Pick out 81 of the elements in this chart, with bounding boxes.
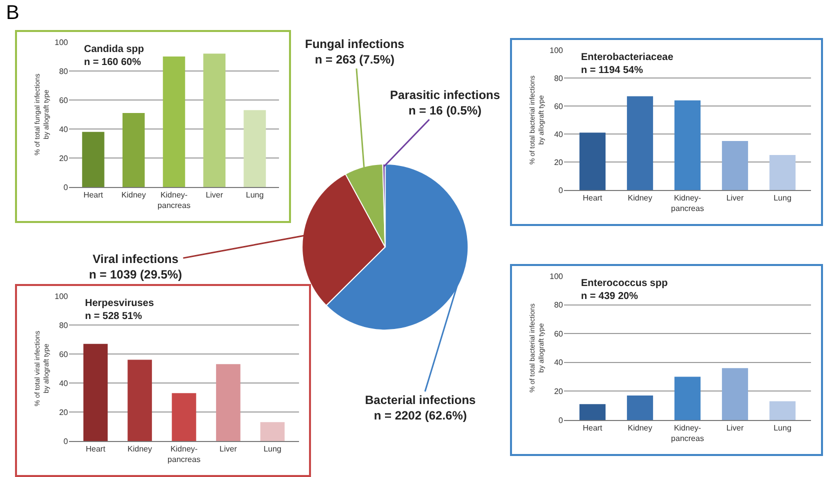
bar bbox=[260, 422, 285, 441]
bar bbox=[172, 393, 196, 441]
slice-label: Parasitic infections bbox=[390, 88, 500, 102]
y-tick-label: 20 bbox=[59, 408, 69, 417]
y-tick-label: 100 bbox=[550, 272, 564, 281]
x-tick-label: Liver bbox=[726, 424, 744, 433]
bar bbox=[722, 368, 748, 420]
x-tick-label: Kidney bbox=[121, 190, 146, 200]
data-label: n = 2202 (62.6%) bbox=[374, 408, 467, 423]
data-label: n = 1039 (29.5%) bbox=[89, 268, 182, 282]
slice-label: Viral infections bbox=[92, 252, 179, 266]
x-tick-label: Lung bbox=[774, 424, 792, 433]
y-tick-label: 60 bbox=[554, 329, 564, 338]
x-tick-label: Kidney bbox=[628, 194, 652, 203]
x-tick-label: Heart bbox=[83, 190, 104, 200]
y-tick-label: 40 bbox=[59, 124, 69, 134]
x-tick-label: Kidney-pancreas bbox=[168, 444, 200, 464]
x-tick-label: Kidney-pancreas bbox=[671, 194, 704, 213]
chart-title: Herpesviruses bbox=[85, 298, 154, 309]
y-tick-label: 100 bbox=[54, 38, 69, 47]
y-tick-label: 80 bbox=[59, 66, 69, 76]
x-tick-label: Liver bbox=[220, 444, 238, 454]
x-tick-label: Lung bbox=[264, 444, 282, 454]
y-tick-label: 100 bbox=[54, 292, 69, 301]
bar bbox=[82, 132, 104, 187]
bar bbox=[579, 404, 606, 420]
bar bbox=[674, 100, 701, 190]
bar bbox=[769, 401, 796, 420]
x-tick-label: Lung bbox=[246, 190, 264, 200]
text: n = 160 60% bbox=[84, 57, 142, 68]
y-tick-label: 0 bbox=[558, 416, 564, 425]
slice-label: Bacterial infections bbox=[365, 393, 476, 407]
y-tick-label: 0 bbox=[558, 186, 564, 195]
chart-title: Candida spp bbox=[84, 44, 144, 55]
bar bbox=[626, 396, 654, 420]
bar bbox=[769, 155, 796, 190]
x-tick-label: Kidney-pancreas bbox=[671, 424, 704, 443]
text: n = 528 51% bbox=[85, 311, 142, 322]
y-tick-label: 60 bbox=[59, 96, 69, 105]
y-tick-label: 20 bbox=[554, 158, 564, 167]
x-tick-label: Kidney bbox=[628, 424, 652, 433]
bar bbox=[722, 141, 748, 190]
bar bbox=[626, 96, 654, 190]
bar bbox=[579, 132, 606, 190]
data-label: n = 263 (7.5%) bbox=[314, 52, 395, 67]
y-tick-label: 0 bbox=[64, 182, 69, 192]
x-tick-label: Heart bbox=[582, 424, 604, 433]
x-tick-label: Kidney bbox=[128, 444, 152, 454]
text: B bbox=[6, 2, 20, 25]
y-tick-label: 100 bbox=[550, 46, 564, 55]
x-tick-label: Kidney-pancreas bbox=[158, 190, 190, 210]
y-tick-label: 40 bbox=[59, 378, 69, 388]
x-tick-label: Liver bbox=[726, 194, 744, 203]
y-tick-label: 80 bbox=[554, 300, 564, 310]
y-tick-label: 80 bbox=[554, 74, 564, 83]
bar bbox=[674, 376, 701, 420]
chart-title: Enterococcus spp bbox=[581, 278, 668, 289]
bar bbox=[128, 360, 152, 441]
bar bbox=[244, 110, 266, 187]
text: n = 439 20% bbox=[581, 291, 638, 302]
bar bbox=[203, 54, 226, 187]
bar bbox=[216, 364, 240, 441]
slice-label: Fungal infections bbox=[305, 37, 405, 51]
x-tick-label: Lung bbox=[774, 194, 792, 203]
y-tick-label: 80 bbox=[59, 320, 69, 330]
text: n = 1194 54% bbox=[581, 65, 644, 76]
x-tick-label: Liver bbox=[206, 190, 224, 200]
y-tick-label: 40 bbox=[554, 358, 564, 368]
y-tick-label: 60 bbox=[554, 102, 564, 111]
x-tick-label: Heart bbox=[86, 444, 106, 454]
x-tick-label: Heart bbox=[582, 194, 604, 203]
y-tick-label: 60 bbox=[59, 350, 69, 359]
y-tick-label: 40 bbox=[554, 130, 564, 139]
bar bbox=[122, 113, 145, 187]
data-label: n = 16 (0.5%) bbox=[408, 104, 482, 118]
chart-title: Enterobacteriaceae bbox=[581, 52, 674, 63]
bar bbox=[162, 56, 186, 187]
y-tick-label: 0 bbox=[64, 436, 69, 446]
bar bbox=[83, 344, 108, 441]
y-tick-label: 20 bbox=[554, 387, 564, 396]
y-tick-label: 20 bbox=[59, 154, 69, 163]
